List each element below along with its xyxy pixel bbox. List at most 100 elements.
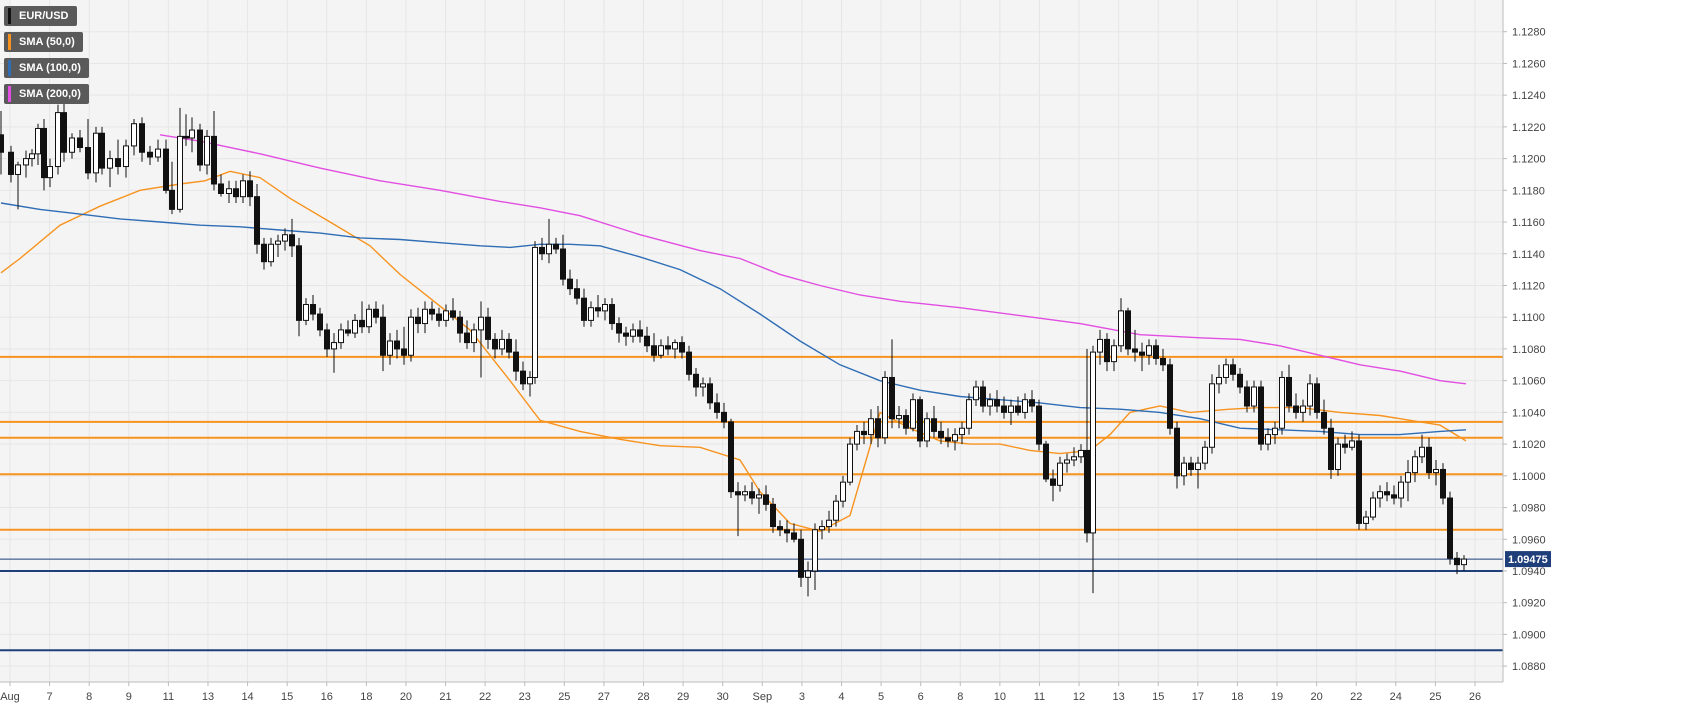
candle-body-down bbox=[679, 342, 685, 353]
candle-body-up bbox=[805, 570, 811, 578]
legend-item-sma100[interactable]: SMA (100,0) bbox=[4, 58, 89, 78]
candle-body-up bbox=[1300, 405, 1306, 413]
candle bbox=[1230, 358, 1236, 381]
candle bbox=[499, 329, 505, 356]
candle bbox=[707, 377, 713, 410]
candle bbox=[784, 520, 790, 543]
candle bbox=[155, 139, 161, 162]
candle bbox=[1426, 437, 1432, 479]
candle bbox=[1202, 440, 1208, 470]
candle bbox=[833, 494, 839, 527]
candle bbox=[1084, 348, 1090, 543]
candle-body-down bbox=[211, 135, 217, 185]
legend-item-eurusd[interactable]: EUR/USD bbox=[4, 6, 77, 26]
candle bbox=[1328, 418, 1334, 479]
candle bbox=[1258, 380, 1264, 451]
candle bbox=[1237, 367, 1243, 394]
last-price-tag: 1.09475 bbox=[1505, 551, 1551, 568]
candle bbox=[602, 298, 608, 321]
x-tick-label: 4 bbox=[838, 691, 844, 703]
candle bbox=[637, 320, 643, 343]
candle-body-down bbox=[429, 308, 435, 315]
x-axis-ticks: Aug 7 8 9 11 13 14 15 16 18 20 21 22 23 25 27 28 29 30 Sep 3… bbox=[0, 682, 1481, 703]
candle bbox=[211, 111, 217, 191]
candle-body-down bbox=[567, 278, 573, 290]
candle-body-up bbox=[896, 415, 902, 420]
candle bbox=[756, 488, 762, 514]
candle-body-down bbox=[889, 376, 895, 420]
x-tick-label: 11 bbox=[163, 691, 174, 703]
candle-body-up bbox=[1349, 440, 1355, 448]
y-tick-label: 1.1100 bbox=[1512, 312, 1545, 324]
candle-body-up bbox=[303, 304, 309, 321]
x-tick-label: 5 bbox=[878, 691, 884, 703]
candle bbox=[345, 320, 351, 337]
candle bbox=[546, 218, 552, 264]
legend-swatch bbox=[8, 8, 11, 24]
candle bbox=[1314, 377, 1320, 419]
candle-body-up bbox=[854, 430, 860, 445]
candle bbox=[896, 406, 902, 429]
candle-body-down bbox=[373, 308, 379, 318]
candle-body-up bbox=[338, 329, 344, 344]
candle-body-up bbox=[1370, 497, 1376, 518]
y-tick-label: 1.1200 bbox=[1512, 154, 1546, 166]
x-tick-label: 25 bbox=[1429, 691, 1441, 703]
candle bbox=[401, 326, 407, 365]
candle-body-up bbox=[924, 418, 930, 442]
candle-body-up bbox=[499, 338, 505, 350]
candle-body-up bbox=[987, 399, 993, 407]
candle bbox=[204, 130, 210, 175]
candle bbox=[1153, 339, 1159, 365]
candle-body-up bbox=[868, 418, 874, 436]
candle bbox=[658, 339, 664, 359]
candle bbox=[189, 117, 195, 153]
candle bbox=[1433, 459, 1439, 486]
candle-body-down bbox=[1321, 411, 1327, 429]
candle-body-up bbox=[1335, 443, 1341, 470]
candle-body-up bbox=[952, 434, 958, 442]
legend-item-sma50[interactable]: SMA (50,0) bbox=[4, 32, 83, 52]
candle-body-up bbox=[532, 246, 538, 378]
candle bbox=[854, 425, 860, 451]
x-tick-label: 27 bbox=[598, 691, 610, 703]
candle bbox=[1001, 396, 1007, 419]
candle bbox=[819, 520, 825, 540]
y-tick-label: 1.0980 bbox=[1512, 503, 1546, 515]
x-tick-label: 26 bbox=[1469, 691, 1481, 703]
candle bbox=[303, 298, 309, 326]
candle-body-up bbox=[177, 135, 183, 210]
x-tick-label: 29 bbox=[677, 691, 689, 703]
candle-body-down bbox=[436, 313, 442, 321]
candle bbox=[588, 301, 594, 327]
candle bbox=[289, 218, 295, 257]
y-tick-label: 1.1000 bbox=[1512, 471, 1546, 483]
candle-body-up bbox=[275, 240, 281, 245]
candle bbox=[123, 139, 129, 178]
candle-body-down bbox=[359, 319, 365, 328]
candle-body-down bbox=[784, 529, 790, 534]
candle-body-up bbox=[1265, 434, 1271, 445]
candle-body-up bbox=[155, 148, 161, 158]
x-tick-label: 6 bbox=[918, 691, 924, 703]
candle bbox=[1090, 345, 1096, 594]
legend-item-sma200[interactable]: SMA (200,0) bbox=[4, 84, 89, 104]
candle bbox=[952, 428, 958, 451]
candle bbox=[630, 323, 636, 343]
x-tick-label: 21 bbox=[439, 691, 451, 703]
candle-body-down bbox=[693, 373, 699, 388]
candle-body-up bbox=[882, 376, 888, 439]
candle bbox=[532, 241, 538, 384]
candle-body-down bbox=[1440, 468, 1446, 499]
candle bbox=[679, 336, 685, 359]
candle-body-up bbox=[588, 307, 594, 321]
candle-body-up bbox=[478, 316, 484, 331]
candlesticks bbox=[0, 103, 1467, 597]
candle-body-down bbox=[665, 345, 671, 350]
candle-body-down bbox=[8, 151, 14, 175]
candle-body-down bbox=[931, 418, 937, 432]
candle bbox=[973, 380, 979, 407]
candle-body-down bbox=[1447, 497, 1453, 559]
candle-body-down bbox=[197, 129, 203, 166]
candle-body-down bbox=[1132, 348, 1138, 353]
